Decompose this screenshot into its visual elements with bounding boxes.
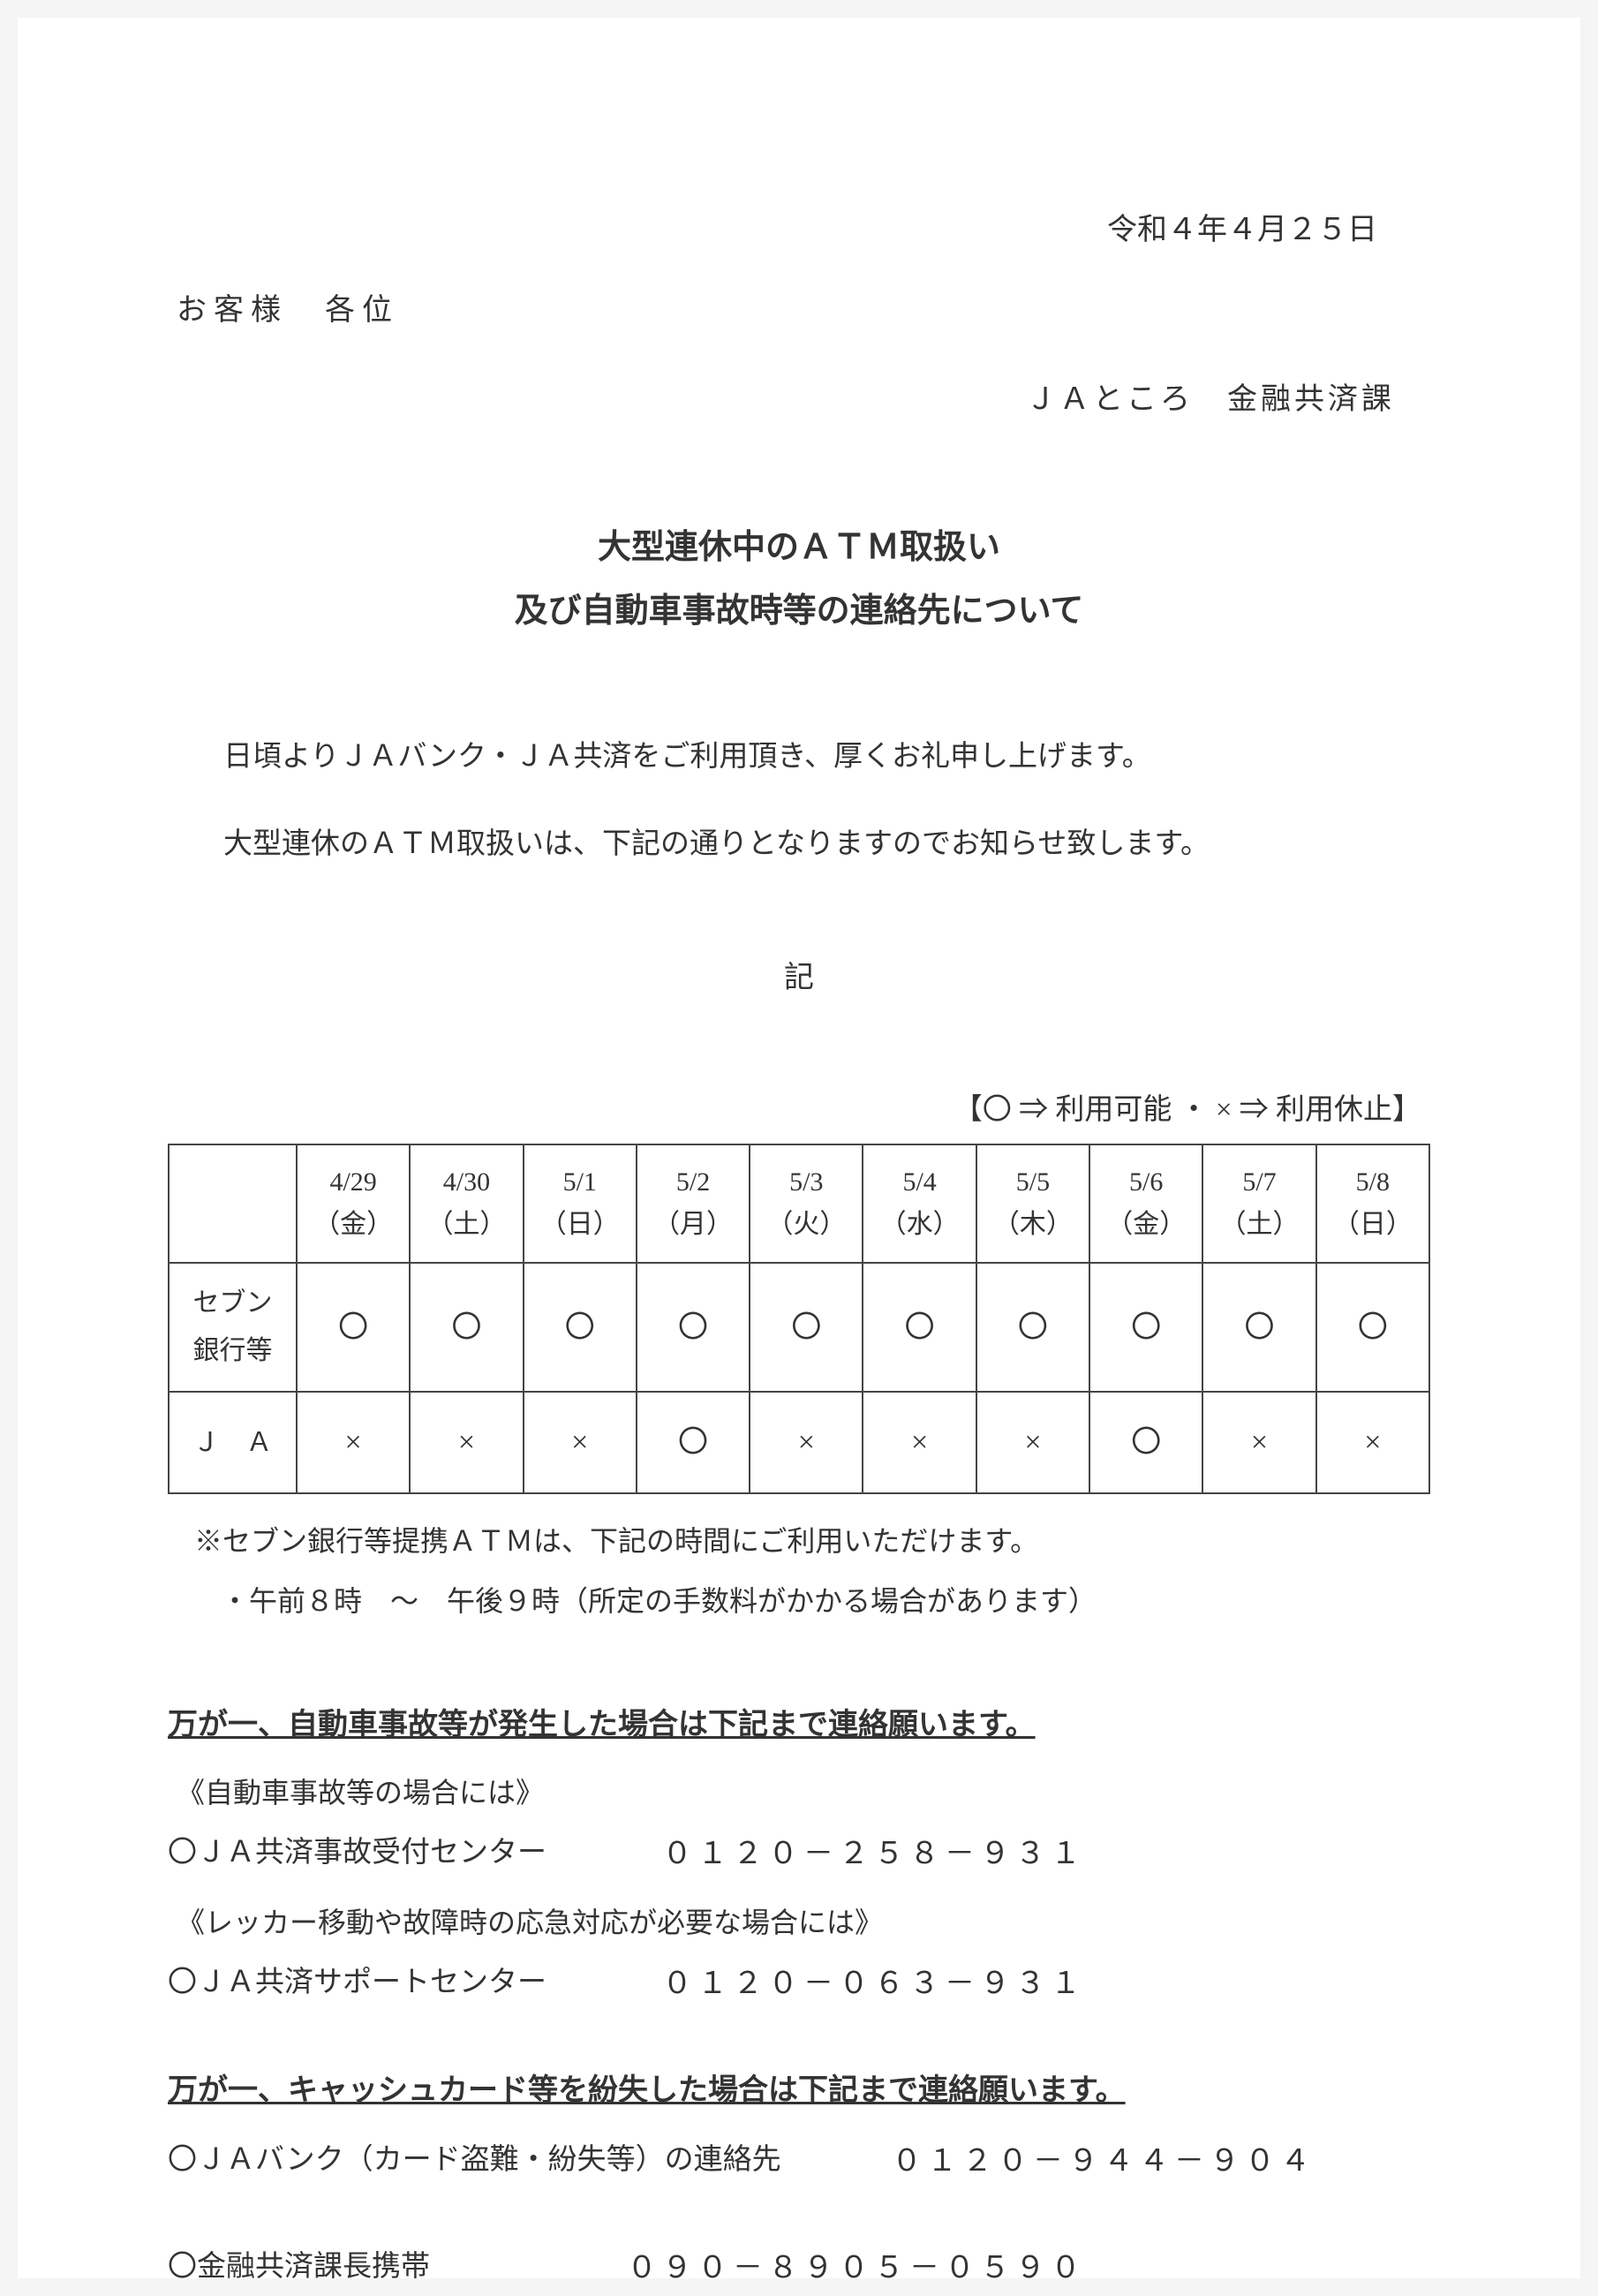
table-row: Ｊ Ａ × × × 〇 × × × 〇 × × [169,1392,1429,1493]
table-cell: 〇 [637,1263,750,1392]
sub-heading: 《レッカー移動や故障時の応急対応が必要な場合には》 [168,1898,1430,1949]
section-heading: 万が一、キャッシュカード等を紛失した場合は下記まで連絡願います。 [168,2064,1430,2118]
table-col-header: 5/7（土） [1202,1144,1315,1263]
table-cell: 〇 [863,1263,976,1392]
issuer: ＪＡところ 金融共済課 [168,373,1430,427]
table-col-header: 5/6（金） [1089,1144,1202,1263]
table-header-row: 4/29（金） 4/30（土） 5/1（日） 5/2（月） 5/3（火） 5/4… [169,1144,1429,1263]
table-cell: × [1316,1392,1429,1493]
table-cell: 〇 [750,1263,863,1392]
contact-number: ０１２０－２５８－９３１ [662,1827,1086,1881]
sub-heading: 《自動車事故等の場合には》 [168,1768,1430,1819]
table-corner-cell [169,1144,297,1263]
table-cell: × [976,1392,1089,1493]
table-col-header: 5/3（火） [750,1144,863,1263]
table-row-label: Ｊ Ａ [169,1392,297,1493]
table-cell: 〇 [297,1263,410,1392]
atm-schedule-table: 4/29（金） 4/30（土） 5/1（日） 5/2（月） 5/3（火） 5/4… [168,1144,1430,1494]
document-date: 令和４年４月２５日 [168,203,1430,257]
table-col-header: 5/2（月） [637,1144,750,1263]
contact-line: 〇ＪＡバンク（カード盗難・紛失等）の連絡先 ０１２０－９４４－９０４ [168,2134,1430,2188]
section-cardloss: 万が一、キャッシュカード等を紛失した場合は下記まで連絡願います。 〇ＪＡバンク（… [168,2064,1430,2187]
table-note-1: ※セブン銀行等提携ＡＴＭは、下記の時間にご利用いただけます。 [168,1516,1430,1567]
table-col-header: 5/8（日） [1316,1144,1429,1263]
body-paragraph-2: 大型連休のＡＴＭ取扱いは、下記の通りとなりますのでお知らせ致します。 [168,819,1430,871]
contact-label: 〇ＪＡ共済サポートセンター [168,1957,662,2011]
contact-line: 〇ＪＡ共済サポートセンター ０１２０－０６３－９３１ [168,1957,1430,2011]
contact-number: ０１２０－０６３－９３１ [662,1957,1086,2011]
body-paragraph-1: 日頃よりＪＡバンク・ＪＡ共済をご利用頂き、厚くお礼申し上げます。 [168,731,1430,783]
table-cell: × [863,1392,976,1493]
table-row: セブン 銀行等 〇 〇 〇 〇 〇 〇 〇 〇 〇 〇 [169,1263,1429,1392]
contact-line: 〇ＪＡ共済事故受付センター ０１２０－２５８－９３１ [168,1827,1430,1881]
table-cell: × [524,1392,637,1493]
title-line-1: 大型連休中のＡＴＭ取扱い [168,516,1430,579]
table-col-header: 5/4（水） [863,1144,976,1263]
table-col-header: 5/1（日） [524,1144,637,1263]
table-legend: 【〇 ⇒ 利用可能 ・ × ⇒ 利用休止】 [168,1084,1430,1137]
table-cell: × [297,1392,410,1493]
table-cell: 〇 [976,1263,1089,1392]
table-cell: 〇 [524,1263,637,1392]
section-heading: 万が一、自動車事故等が発生した場合は下記まで連絡願います。 [168,1698,1430,1752]
table-cell: 〇 [637,1392,750,1493]
contact-number: ０９０－８９０５－０５９０ [627,2241,1086,2295]
table-note-2: ・午前８時 ～ 午後９時（所定の手数料がかかる場合があります） [168,1576,1430,1628]
contact-label: 〇ＪＡ共済事故受付センター [168,1827,662,1881]
addressee: お客様 各位 [168,283,1430,337]
table-cell: 〇 [1202,1263,1315,1392]
contact-label: 〇ＪＡバンク（カード盗難・紛失等）の連絡先 [168,2134,892,2188]
table-cell: 〇 [1316,1263,1429,1392]
table-cell: 〇 [1089,1392,1202,1493]
table-cell: × [750,1392,863,1493]
table-cell: × [1202,1392,1315,1493]
contact-number: ０１２０－９４４－９０４ [892,2134,1315,2188]
table-cell: × [410,1392,523,1493]
table-col-header: 4/30（土） [410,1144,523,1263]
title-line-2: 及び自動車事故時等の連絡先について [168,579,1430,643]
table-col-header: 4/29（金） [297,1144,410,1263]
table-cell: 〇 [1089,1263,1202,1392]
table-col-header: 5/5（木） [976,1144,1089,1263]
final-contact: 〇金融共済課長携帯 ０９０－８９０５－０５９０ [168,2241,1430,2295]
table-cell: 〇 [410,1263,523,1392]
ki-marker: 記 [168,951,1430,1005]
table-row-label: セブン 銀行等 [169,1263,297,1392]
document-title: 大型連休中のＡＴＭ取扱い 及び自動車事故時等の連絡先について [168,516,1430,643]
contact-label: 〇金融共済課長携帯 [168,2241,627,2295]
section-accident: 万が一、自動車事故等が発生した場合は下記まで連絡願います。 《自動車事故等の場合… [168,1698,1430,2012]
document-page: 令和４年４月２５日 お客様 各位 ＪＡところ 金融共済課 大型連休中のＡＴＭ取扱… [18,18,1580,2278]
